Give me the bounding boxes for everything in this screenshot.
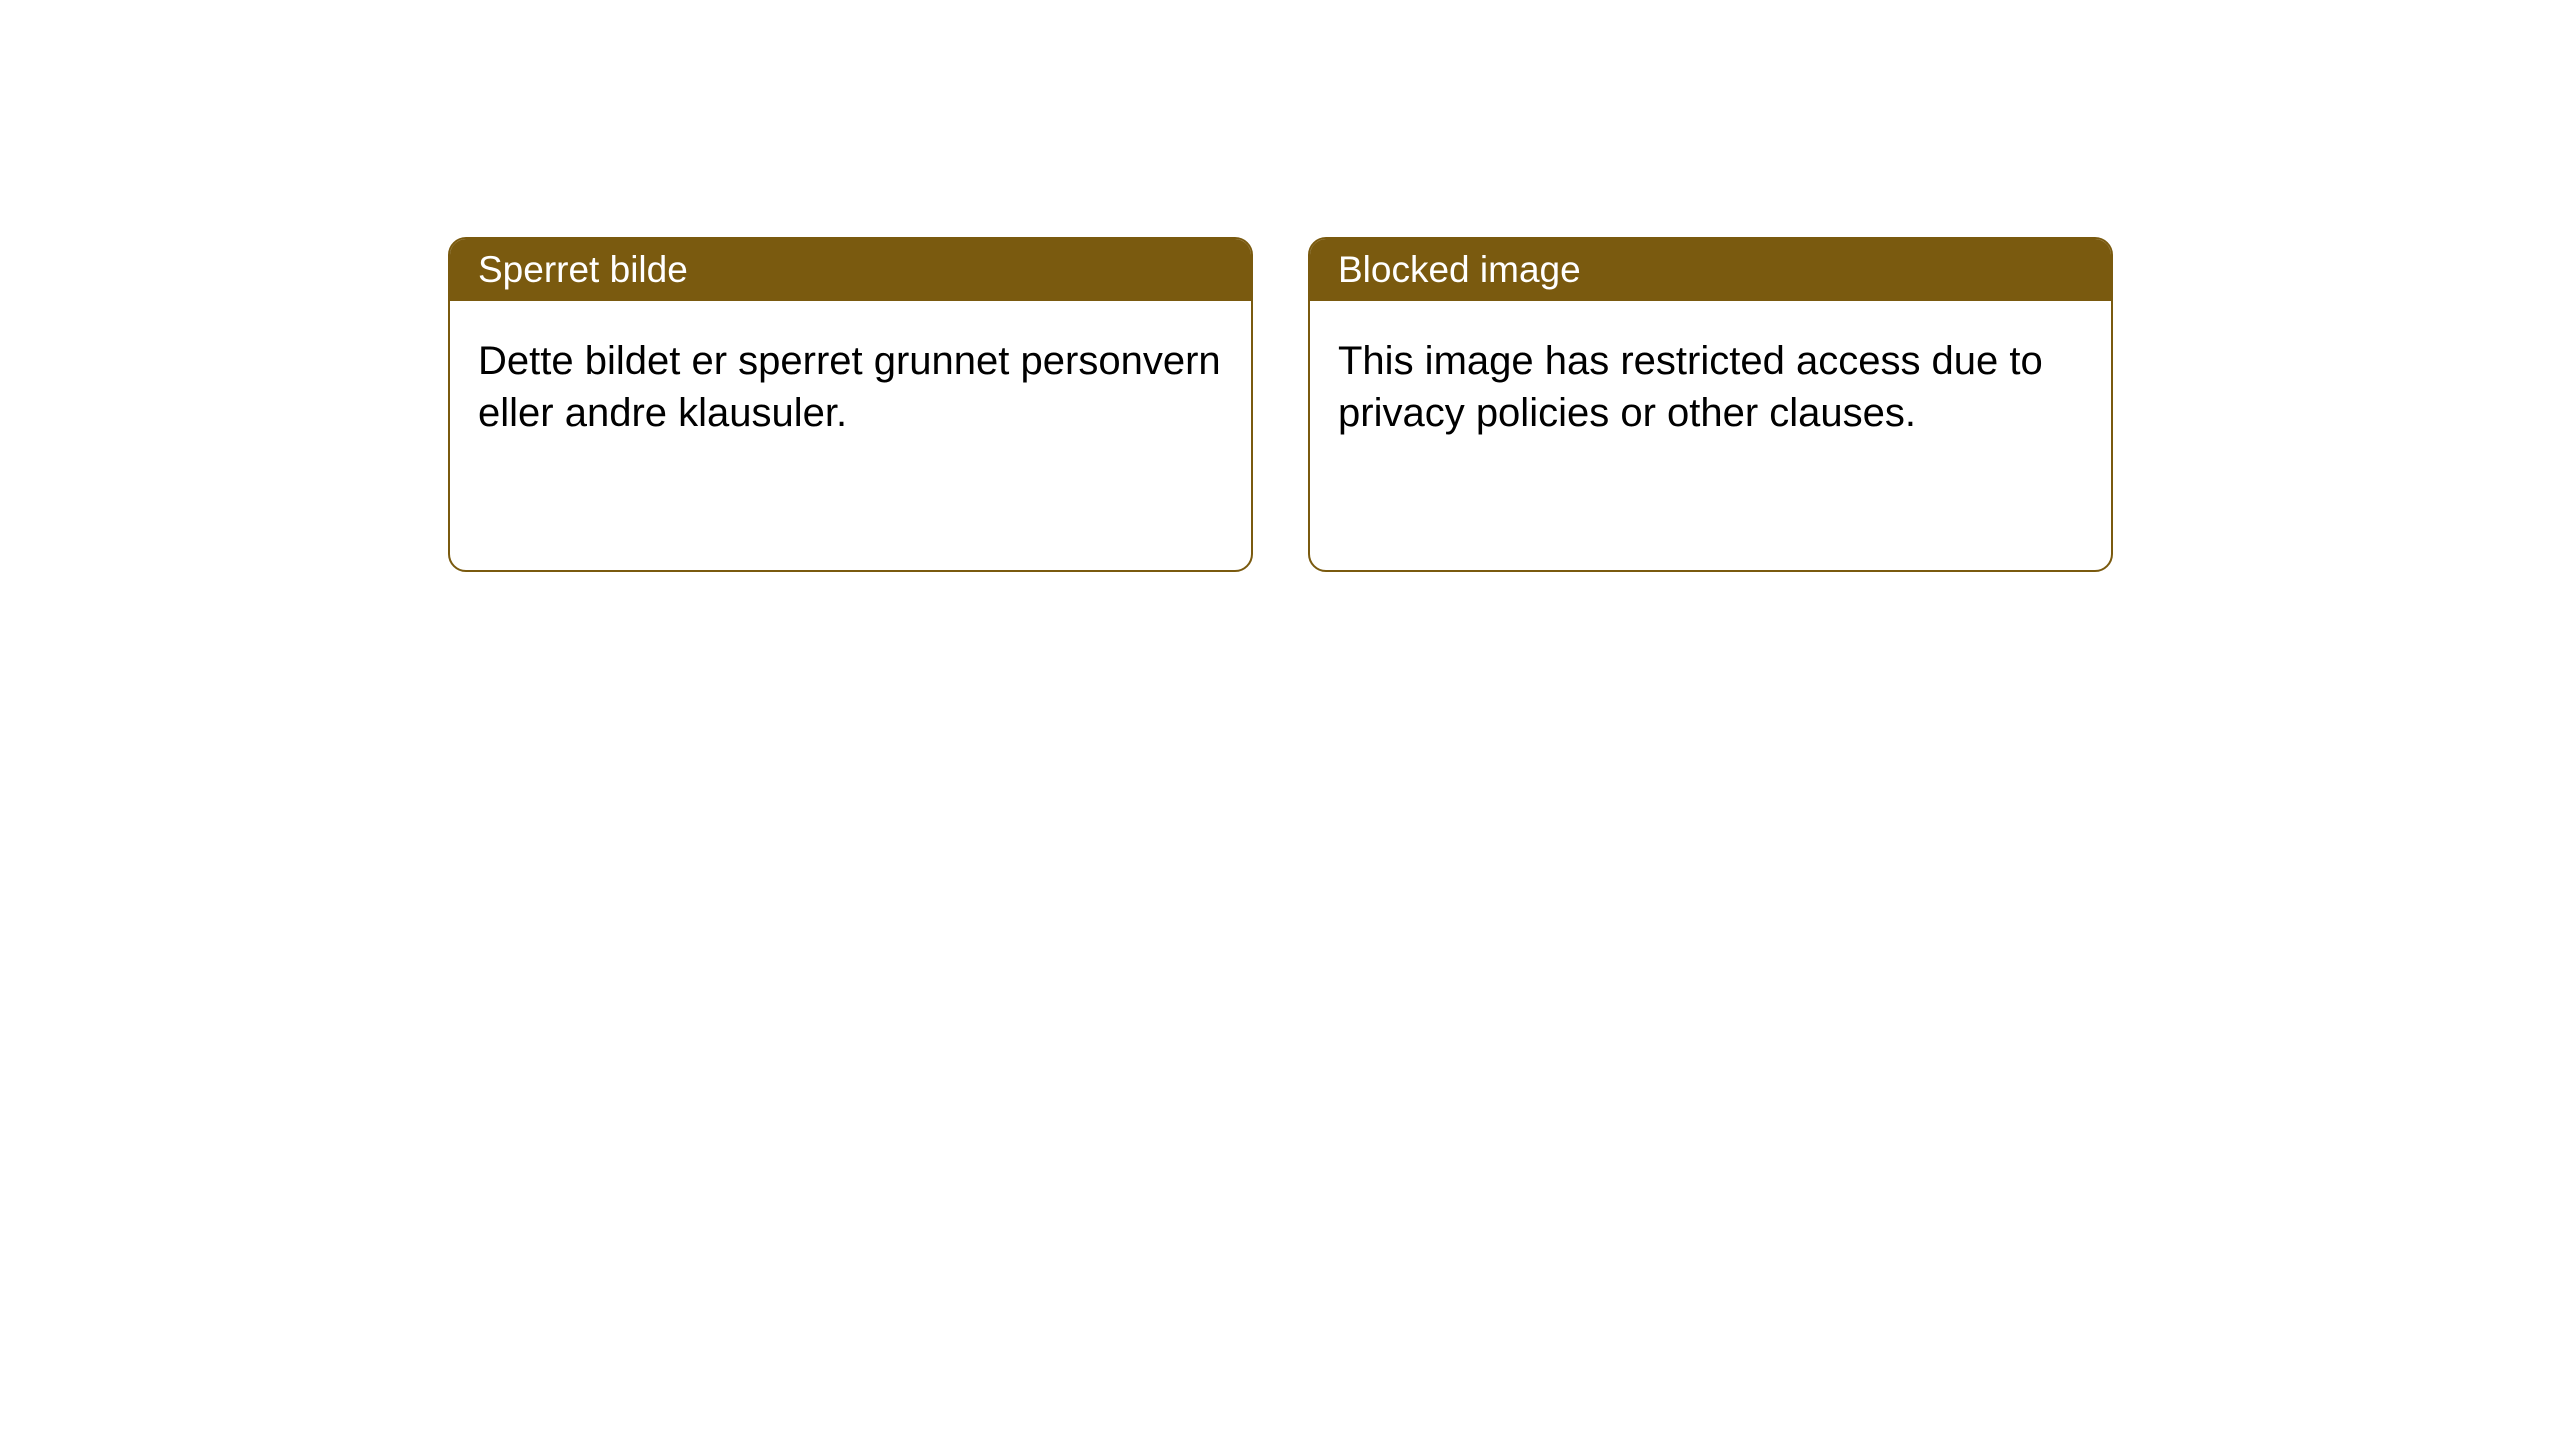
cards-container: Sperret bilde Dette bildet er sperret gr… xyxy=(448,237,2113,572)
card-body-english: This image has restricted access due to … xyxy=(1310,301,2111,473)
card-title: Blocked image xyxy=(1338,249,1581,290)
card-body-text: This image has restricted access due to … xyxy=(1338,339,2043,435)
card-header-english: Blocked image xyxy=(1310,239,2111,301)
card-english: Blocked image This image has restricted … xyxy=(1308,237,2113,572)
card-title: Sperret bilde xyxy=(478,249,688,290)
card-body-text: Dette bildet er sperret grunnet personve… xyxy=(478,339,1221,435)
card-header-norwegian: Sperret bilde xyxy=(450,239,1251,301)
card-norwegian: Sperret bilde Dette bildet er sperret gr… xyxy=(448,237,1253,572)
card-body-norwegian: Dette bildet er sperret grunnet personve… xyxy=(450,301,1251,473)
